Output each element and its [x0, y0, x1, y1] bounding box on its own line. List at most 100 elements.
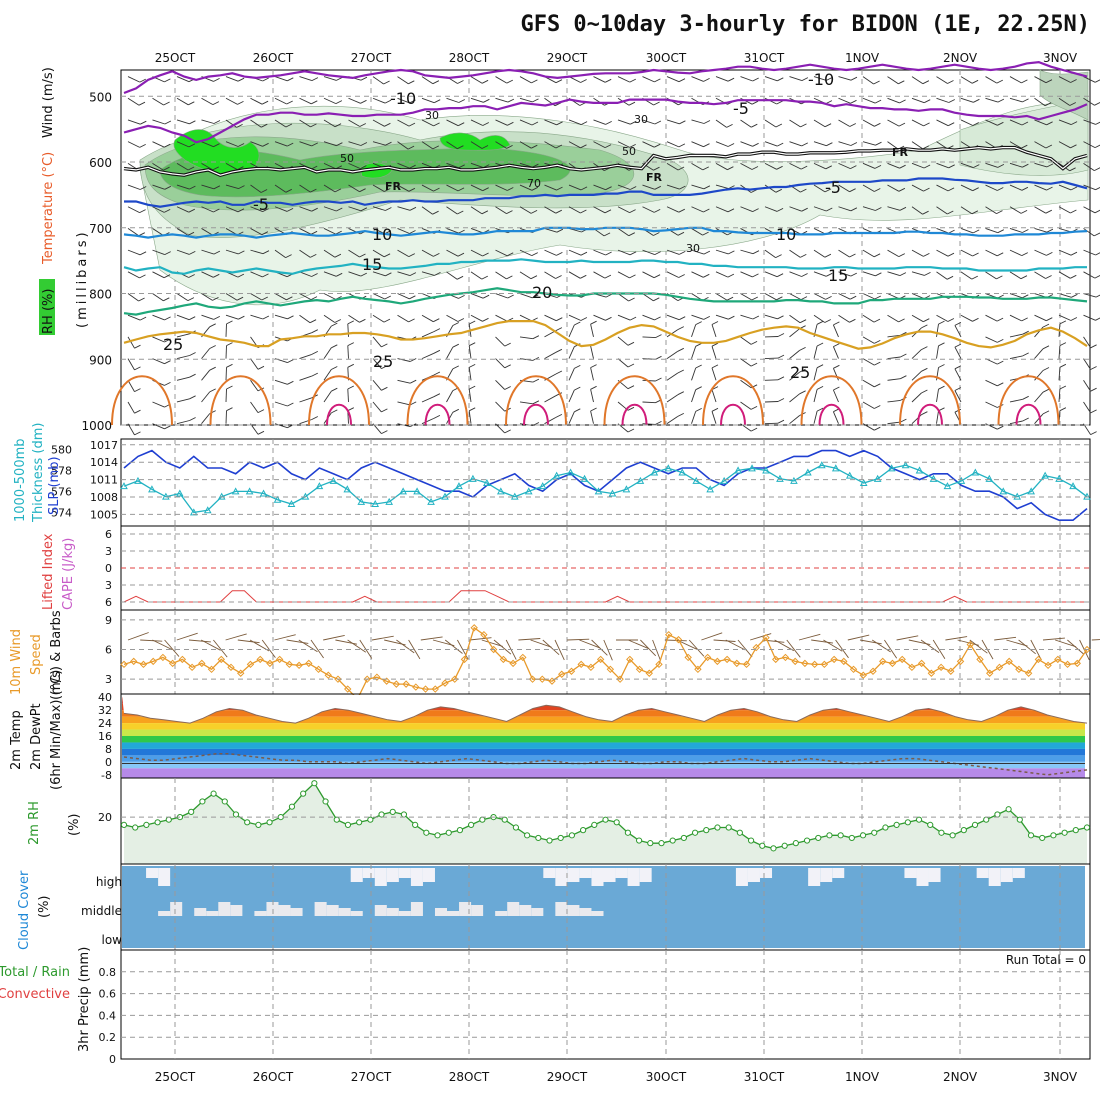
wind-speed-point: [1015, 665, 1023, 674]
wind-speed-point: [120, 660, 128, 669]
wind-barb: [593, 184, 606, 191]
temperature-contour-30: [800, 375, 863, 426]
wind-barb-flag: [1059, 320, 1067, 325]
rh-label-30-a: 30: [425, 109, 439, 122]
thickness-point: [399, 487, 407, 495]
wind-barb: [225, 323, 227, 337]
wind-barb-flag: [408, 187, 416, 192]
wind-barb: [348, 314, 360, 323]
wind-barb: [1034, 228, 1048, 233]
wind-barb: [711, 411, 717, 424]
wind-barb-flag: [899, 99, 906, 104]
wind-barb-10m: [347, 639, 367, 653]
wind-barb: [1083, 293, 1097, 298]
precip-ylabel-b: Convective: [0, 987, 70, 1002]
wind-barb-flag: [1090, 431, 1097, 436]
rh2m-point: [132, 824, 139, 831]
rh2m-point: [635, 837, 643, 844]
wind-barb-flag: [134, 366, 141, 371]
wind-barb-flag: [629, 251, 637, 256]
wind-barb-flag: [800, 123, 807, 128]
wind-barbs-upper: [127, 76, 1100, 436]
wind-barb: [544, 141, 557, 149]
wind-barb-flag: [188, 274, 195, 278]
wind-barb-flag: [938, 385, 945, 390]
wind-barb-flag: [776, 142, 784, 147]
wind-barb-flag: [287, 315, 294, 320]
cloud-cell-middle: [459, 902, 472, 916]
wind-barb-flag: [1094, 209, 1100, 214]
wind-barb-flag: [922, 80, 930, 85]
wind-barb-flag: [900, 353, 907, 358]
wind-barb-flag: [971, 275, 979, 280]
wind-barb-flag: [134, 431, 141, 436]
wind-barb: [519, 401, 533, 405]
wind-barb: [593, 271, 606, 279]
wind-barb-10m: [310, 639, 324, 659]
wind-barb-flag: [1070, 79, 1077, 83]
wind-barb-flag: [433, 349, 441, 354]
wind-barb: [397, 162, 410, 169]
contour-label-15-a: 15: [362, 255, 382, 274]
wind-barb: [985, 379, 998, 387]
stability-tick-label: 3: [105, 579, 112, 592]
wind-barb: [470, 76, 483, 84]
thickness-point: [762, 466, 770, 474]
wind-barb-flag: [1070, 144, 1077, 149]
wind-barb: [299, 271, 312, 277]
wind-barb-flag: [727, 143, 735, 147]
wind-barb-10m: [213, 639, 228, 658]
rh2m-point: [1039, 834, 1046, 842]
rh2m-point: [199, 798, 206, 805]
wind-barb-flag: [1046, 317, 1053, 322]
wind-barb: [642, 76, 655, 83]
rh2m-point: [904, 819, 911, 826]
wind-barb-flag: [728, 185, 735, 190]
wind-barb: [299, 119, 311, 128]
wind-barb-flag: [359, 123, 367, 127]
wind-barb: [176, 184, 190, 190]
wind-barb: [590, 367, 594, 381]
wind-barb-flag: [574, 364, 581, 369]
wind-speed-point: [888, 659, 897, 668]
wind-barb-flag: [695, 342, 702, 347]
wind-barb: [127, 228, 140, 237]
wind-barb-flag: [261, 231, 269, 236]
wind-barb-flag: [873, 253, 881, 258]
wind-barb: [544, 119, 557, 126]
rh2m-point: [255, 821, 262, 829]
wind-barb-flag: [874, 361, 881, 366]
thickness-point: [1069, 482, 1077, 490]
wind-barb-flag: [409, 164, 416, 169]
wind-barb: [789, 293, 802, 300]
wind-barb: [789, 393, 800, 403]
thickness-tick-label: 576: [51, 485, 72, 498]
wind-barb-flag: [481, 210, 489, 215]
wind-barb: [617, 314, 631, 321]
wind-barb-flag: [482, 317, 489, 322]
wind-speed-point: [344, 685, 352, 693]
wind-barb: [299, 141, 312, 147]
wind-barb-flag: [653, 166, 660, 171]
wind-barb-flag: [826, 142, 833, 147]
temperature-ylabel: Temperature (°C): [41, 152, 56, 265]
thickness-point: [217, 492, 226, 500]
wind-speed-point: [849, 665, 858, 674]
thickness-point: [552, 471, 561, 479]
wind-barb-flag: [750, 427, 758, 432]
wind-barb: [593, 119, 606, 125]
wind-barb-flag: [971, 210, 979, 215]
wind-barb-flag: [164, 185, 172, 190]
wind-barb: [495, 401, 506, 412]
wind-barb: [960, 314, 973, 322]
wind-barb: [274, 379, 288, 385]
wind-barb: [421, 97, 435, 104]
wind-barb-flag: [434, 271, 441, 276]
wind-barb: [299, 228, 312, 235]
wind-barb-flag: [262, 208, 269, 213]
wind-speed-point: [606, 665, 615, 674]
wind-barb: [323, 184, 336, 193]
wind-barb-flag: [1045, 275, 1052, 279]
wind-barb: [176, 314, 190, 321]
wind-barb: [813, 141, 827, 147]
